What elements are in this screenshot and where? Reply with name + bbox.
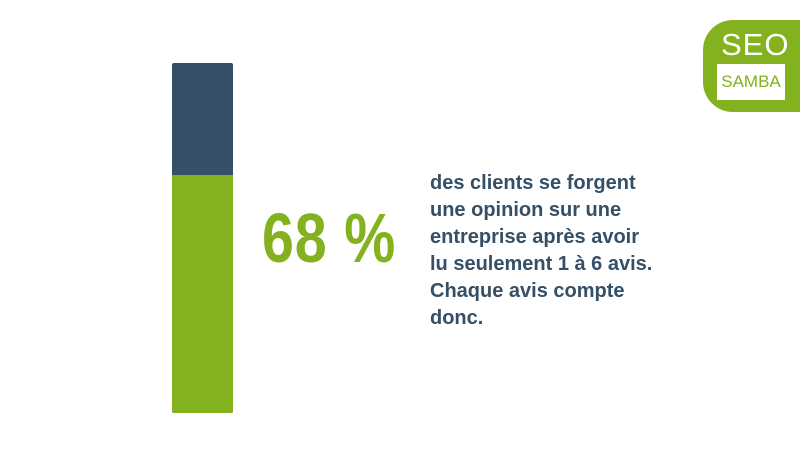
- statement-line: lu seulement 1 à 6 avis.: [430, 253, 653, 275]
- percentage-bar: [172, 63, 233, 413]
- logo-samba-box: SAMBA: [717, 64, 785, 100]
- seo-samba-logo: SEO SAMBA: [703, 20, 800, 112]
- statement-line: des clients se forgent: [430, 172, 636, 194]
- statement-line: entreprise après avoir: [430, 226, 639, 248]
- statement-text: des clients se forgent une opinion sur u…: [430, 170, 700, 332]
- logo-samba-text: SAMBA: [721, 72, 781, 91]
- percentage-bar-fill: [172, 175, 233, 413]
- statement-line: une opinion sur une: [430, 199, 622, 221]
- logo-seo-text: SEO: [721, 27, 790, 62]
- statement-line: donc.: [430, 307, 484, 329]
- statement-line: Chaque avis compte: [430, 280, 625, 302]
- percentage-value: 68 %: [262, 199, 397, 277]
